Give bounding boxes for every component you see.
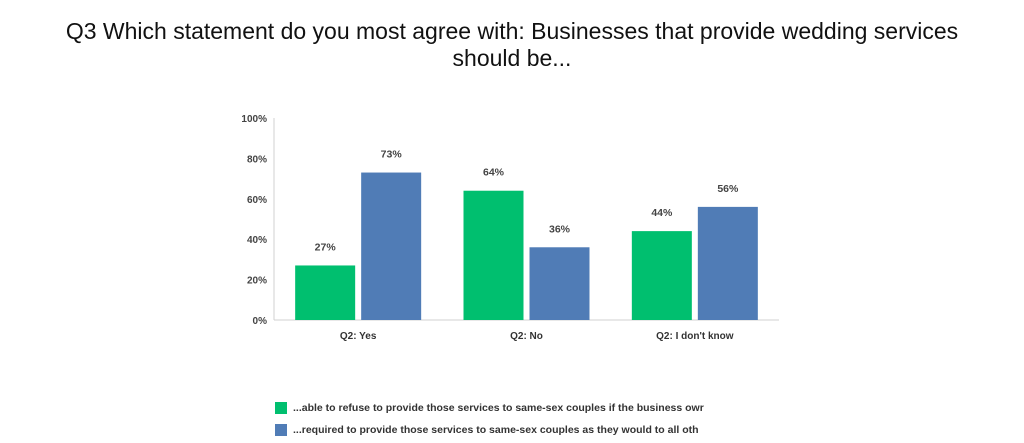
- bar-series-2-2: [529, 247, 590, 320]
- y-tick-label: 40%: [247, 235, 267, 246]
- legend-swatch-series-1: [275, 401, 287, 414]
- data-label-series-1-2: 64%: [483, 167, 505, 179]
- bar-series-2-1: [361, 172, 422, 320]
- data-label-series-1-1: 27%: [315, 241, 337, 253]
- x-category-label: Q2: I don't know: [656, 331, 734, 342]
- data-label-series-2-2: 36%: [549, 223, 571, 235]
- bar-series-1-2: [463, 190, 524, 320]
- y-tick-label: 0%: [253, 316, 268, 327]
- y-tick-label: 100%: [241, 114, 267, 125]
- data-label-series-2-3: 56%: [717, 183, 739, 195]
- x-category-label: Q2: No: [510, 331, 543, 342]
- legend-item-series-2: ...required to provide those services to…: [275, 420, 779, 439]
- x-category-label: Q2: Yes: [340, 331, 377, 342]
- y-tick-label: 20%: [247, 276, 267, 287]
- bar-series-2-3: [697, 206, 758, 320]
- chart-title: Q3 Which statement do you most agree wit…: [0, 18, 1024, 72]
- y-tick-label: 60%: [247, 195, 267, 206]
- chart-legend: ...able to refuse to provide those servi…: [275, 398, 779, 442]
- legend-swatch-series-2: [275, 423, 287, 436]
- data-label-series-1-3: 44%: [651, 207, 673, 219]
- bar-series-1-3: [631, 231, 692, 320]
- chart-title-line-2: should be...: [452, 45, 572, 71]
- chart-title-line-1: Q3 Which statement do you most agree wit…: [65, 18, 959, 44]
- data-label-series-2-1: 73%: [381, 149, 403, 161]
- legend-label-series-2: ...required to provide those services to…: [293, 423, 699, 436]
- bar-series-1-1: [295, 265, 356, 320]
- legend-label-series-1: ...able to refuse to provide those servi…: [293, 401, 704, 414]
- legend-item-series-1: ...able to refuse to provide those servi…: [275, 398, 779, 417]
- y-tick-label: 80%: [247, 154, 267, 165]
